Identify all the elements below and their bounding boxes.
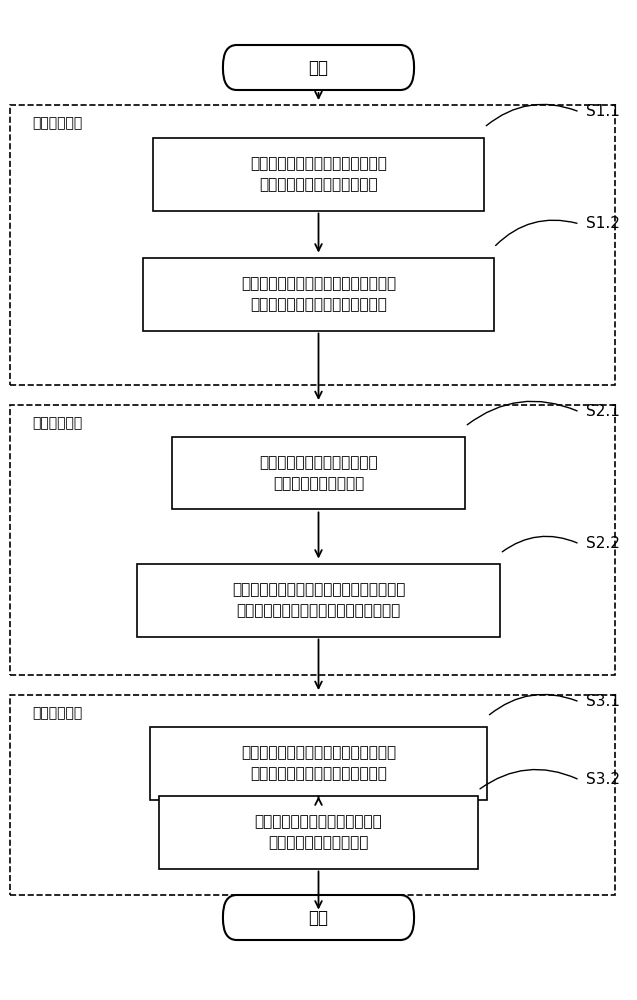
Bar bbox=[153, 137, 484, 211]
Bar bbox=[159, 796, 478, 868]
Text: 为电堆供氢供氧，使燃料电池系统开始
对外输出功率，控制电堆单体电压: 为电堆供氢供氧，使燃料电池系统开始 对外输出功率，控制电堆单体电压 bbox=[241, 276, 396, 312]
Text: S3.2: S3.2 bbox=[586, 772, 620, 788]
Text: 结束: 结束 bbox=[308, 908, 329, 926]
Bar bbox=[143, 257, 494, 330]
Text: 开始: 开始 bbox=[308, 58, 329, 77]
Bar bbox=[150, 726, 487, 800]
Bar bbox=[10, 695, 615, 895]
Bar bbox=[10, 105, 615, 385]
Text: S1.2: S1.2 bbox=[586, 217, 620, 232]
Text: 升温启动过程: 升温启动过程 bbox=[32, 706, 82, 720]
Text: 低温活化过程: 低温活化过程 bbox=[32, 416, 82, 430]
Text: 燃料电池系统保持对外输出功率，通过
控制水泵的转速，使水泵开始运转: 燃料电池系统保持对外输出功率，通过 控制水泵的转速，使水泵开始运转 bbox=[241, 745, 396, 781]
Text: S3.1: S3.1 bbox=[586, 694, 620, 710]
Text: S2.1: S2.1 bbox=[586, 404, 620, 420]
Text: 设定电堆目标平均电压和电堆目标
启动成功温度，获取电堆温度: 设定电堆目标平均电压和电堆目标 启动成功温度，获取电堆温度 bbox=[250, 156, 387, 192]
Bar bbox=[10, 405, 615, 675]
Text: 控制水泵保持运转，直到电堆温
度大于目标启动成功温度: 控制水泵保持运转，直到电堆温 度大于目标启动成功温度 bbox=[255, 814, 382, 850]
Text: S2.2: S2.2 bbox=[586, 536, 620, 552]
Text: 将水泵转速设置为零，设定水
泵转速为零的持续时间: 将水泵转速设置为零，设定水 泵转速为零的持续时间 bbox=[259, 455, 378, 491]
Bar bbox=[137, 563, 500, 636]
Text: 启动准备过程: 启动准备过程 bbox=[32, 116, 82, 130]
FancyBboxPatch shape bbox=[223, 45, 414, 90]
Bar bbox=[172, 436, 465, 509]
FancyBboxPatch shape bbox=[223, 895, 414, 940]
Text: 使燃料电池系统保持对外输出功率，在水泵
转速为零的持续时间内控制水泵保持停转: 使燃料电池系统保持对外输出功率，在水泵 转速为零的持续时间内控制水泵保持停转 bbox=[232, 582, 405, 618]
Text: S1.1: S1.1 bbox=[586, 104, 620, 119]
